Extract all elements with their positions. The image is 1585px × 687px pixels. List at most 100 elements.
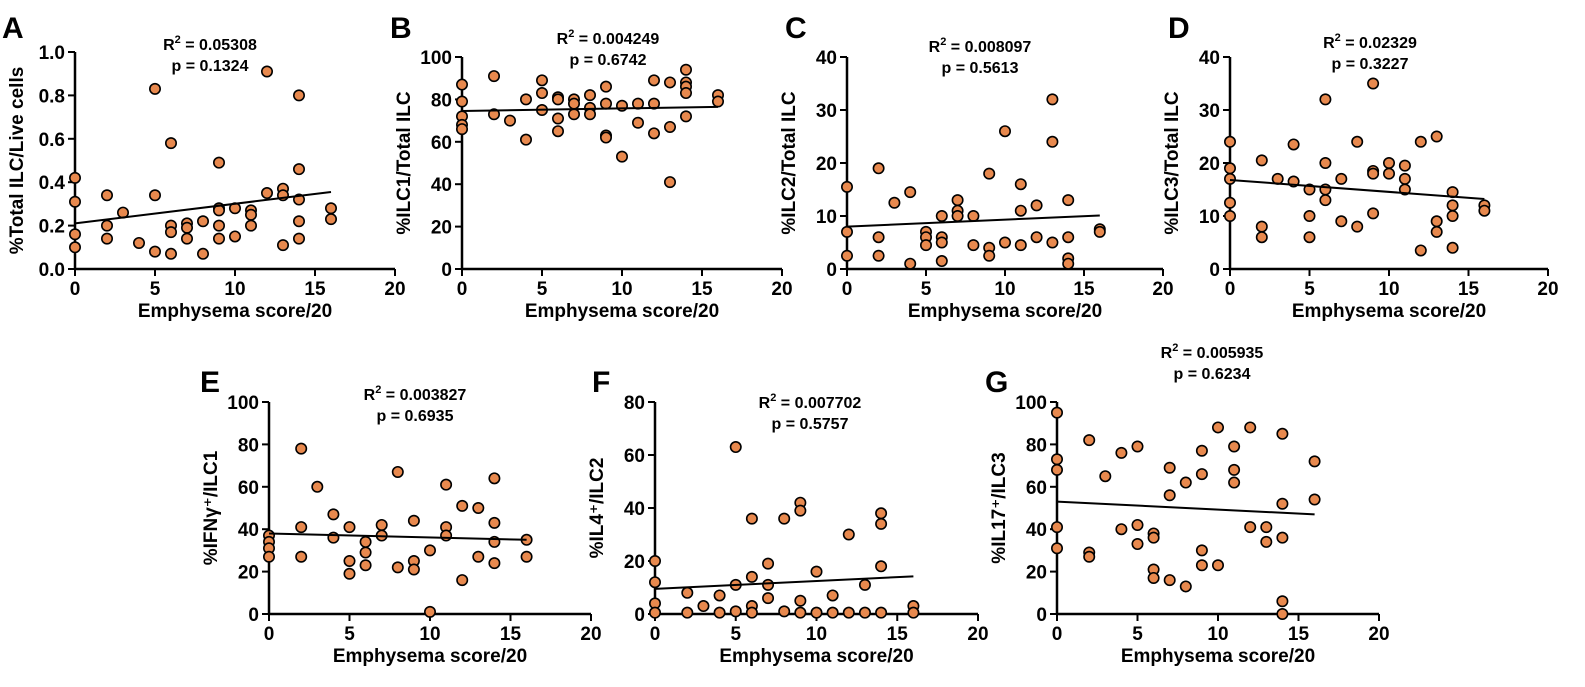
data-point bbox=[1398, 159, 1411, 172]
data-point bbox=[1083, 550, 1096, 563]
data-point bbox=[472, 501, 485, 514]
x-tick-label: 0 bbox=[1052, 624, 1063, 645]
regression-line bbox=[1056, 500, 1315, 516]
regression-line bbox=[654, 575, 914, 590]
data-point bbox=[875, 560, 888, 573]
panel-f: F 0 20 40 60 80 0 5 10 15 20 Emphysema score/20 %IL4… bbox=[587, 366, 989, 667]
data-point bbox=[1093, 225, 1106, 238]
data-point bbox=[197, 247, 210, 260]
data-point bbox=[663, 176, 676, 189]
r-squared-superscript: 2 bbox=[1172, 342, 1178, 354]
r-squared-label: R2 = 0.02329 bbox=[1323, 32, 1417, 52]
x-axis-label: Emphysema score/20 bbox=[908, 301, 1102, 322]
data-point bbox=[1147, 571, 1160, 584]
data-point bbox=[648, 606, 661, 619]
y-tick-label: 60 bbox=[431, 133, 452, 154]
data-point bbox=[488, 472, 501, 485]
y-axis-label: %IFNγ⁺/ILC1 bbox=[201, 450, 222, 565]
data-point bbox=[472, 550, 485, 563]
data-point bbox=[935, 210, 948, 223]
panel-b: B 0 20 40 60 80 100 0 5 10 15 20 Emphysema score/20%… bbox=[390, 12, 793, 322]
data-point bbox=[1414, 244, 1427, 257]
data-point bbox=[295, 550, 308, 563]
panel-letter: F bbox=[592, 366, 610, 399]
data-point bbox=[858, 606, 871, 619]
panel-c: C 0 10 20 30 40 0 5 10 15 20 Emphysema score/20 %ILC… bbox=[779, 12, 1174, 322]
data-point bbox=[663, 120, 676, 133]
y-tick-label: 30 bbox=[816, 101, 837, 122]
data-point bbox=[679, 63, 692, 76]
data-point bbox=[794, 594, 807, 607]
r-squared-label: R2 = 0.008097 bbox=[929, 36, 1032, 56]
data-point bbox=[165, 247, 178, 260]
data-point bbox=[1179, 580, 1192, 593]
data-point bbox=[842, 528, 855, 541]
data-point bbox=[1398, 172, 1411, 185]
x-tick-label: 15 bbox=[1073, 279, 1095, 300]
data-point bbox=[951, 210, 964, 223]
data-point bbox=[1099, 470, 1112, 483]
data-point bbox=[840, 225, 853, 238]
r-squared-value: = 0.004249 bbox=[574, 31, 659, 48]
x-tick-label: 15 bbox=[500, 624, 522, 645]
data-point bbox=[1287, 138, 1300, 151]
y-tick-label: 0.4 bbox=[39, 173, 66, 194]
data-point bbox=[681, 586, 694, 599]
regression-line bbox=[1229, 178, 1485, 201]
data-point bbox=[1276, 427, 1289, 440]
data-point bbox=[487, 108, 500, 121]
data-point bbox=[327, 508, 340, 521]
data-point bbox=[998, 125, 1011, 138]
data-point bbox=[1335, 215, 1348, 228]
data-point bbox=[1228, 476, 1241, 489]
y-tick-label: 100 bbox=[1015, 393, 1047, 414]
data-point bbox=[1046, 135, 1059, 148]
data-point bbox=[276, 239, 289, 252]
data-point bbox=[998, 236, 1011, 249]
y-axis-label: %ILC3/Total ILC bbox=[1162, 91, 1183, 234]
data-point bbox=[1115, 523, 1128, 536]
data-point bbox=[1131, 440, 1144, 453]
data-point bbox=[311, 480, 324, 493]
x-tick-label: 10 bbox=[806, 624, 827, 645]
data-point bbox=[229, 230, 242, 243]
y-tick-label: 20 bbox=[1026, 563, 1047, 584]
r-squared-superscript: 2 bbox=[940, 36, 946, 48]
r-squared-symbol: R bbox=[759, 395, 771, 412]
panel-e: E 0 20 40 60 80 100 0 5 10 15 20 Emphysema score/20%… bbox=[200, 366, 602, 667]
y-tick-label: 0 bbox=[1209, 260, 1220, 281]
data-point bbox=[343, 521, 356, 534]
data-point bbox=[935, 255, 948, 268]
p-value-label: p = 0.3227 bbox=[1332, 56, 1409, 73]
x-tick-label: 15 bbox=[691, 279, 713, 300]
data-point bbox=[245, 219, 258, 232]
data-point bbox=[440, 478, 453, 491]
y-tick-label: 0.2 bbox=[39, 217, 65, 238]
data-point bbox=[423, 544, 436, 557]
y-tick-label: 0 bbox=[441, 260, 452, 281]
x-axis-label: Emphysema score/20 bbox=[138, 301, 332, 322]
x-tick-label: 15 bbox=[887, 624, 909, 645]
data-point bbox=[697, 600, 710, 613]
x-axis-label: Emphysema score/20 bbox=[525, 301, 719, 322]
r-squared-superscript: 2 bbox=[175, 34, 181, 46]
regression-line bbox=[461, 105, 719, 113]
y-tick-label: 20 bbox=[238, 563, 259, 584]
y-tick-label: 40 bbox=[1026, 520, 1047, 541]
x-tick-label: 0 bbox=[842, 279, 853, 300]
x-axis-label: Emphysema score/20 bbox=[719, 646, 913, 667]
y-tick-label: 60 bbox=[238, 478, 259, 499]
x-tick-label: 10 bbox=[224, 279, 245, 300]
data-point bbox=[1195, 444, 1208, 457]
r-squared-superscript: 2 bbox=[770, 392, 776, 404]
data-point bbox=[599, 80, 612, 93]
data-point bbox=[1062, 231, 1075, 244]
data-point bbox=[197, 215, 210, 228]
x-tick-label: 20 bbox=[1368, 624, 1389, 645]
data-point bbox=[679, 110, 692, 123]
data-point bbox=[1367, 167, 1380, 180]
data-point bbox=[69, 195, 82, 208]
data-point bbox=[888, 196, 901, 209]
data-point bbox=[1255, 154, 1268, 167]
data-point bbox=[648, 554, 661, 567]
